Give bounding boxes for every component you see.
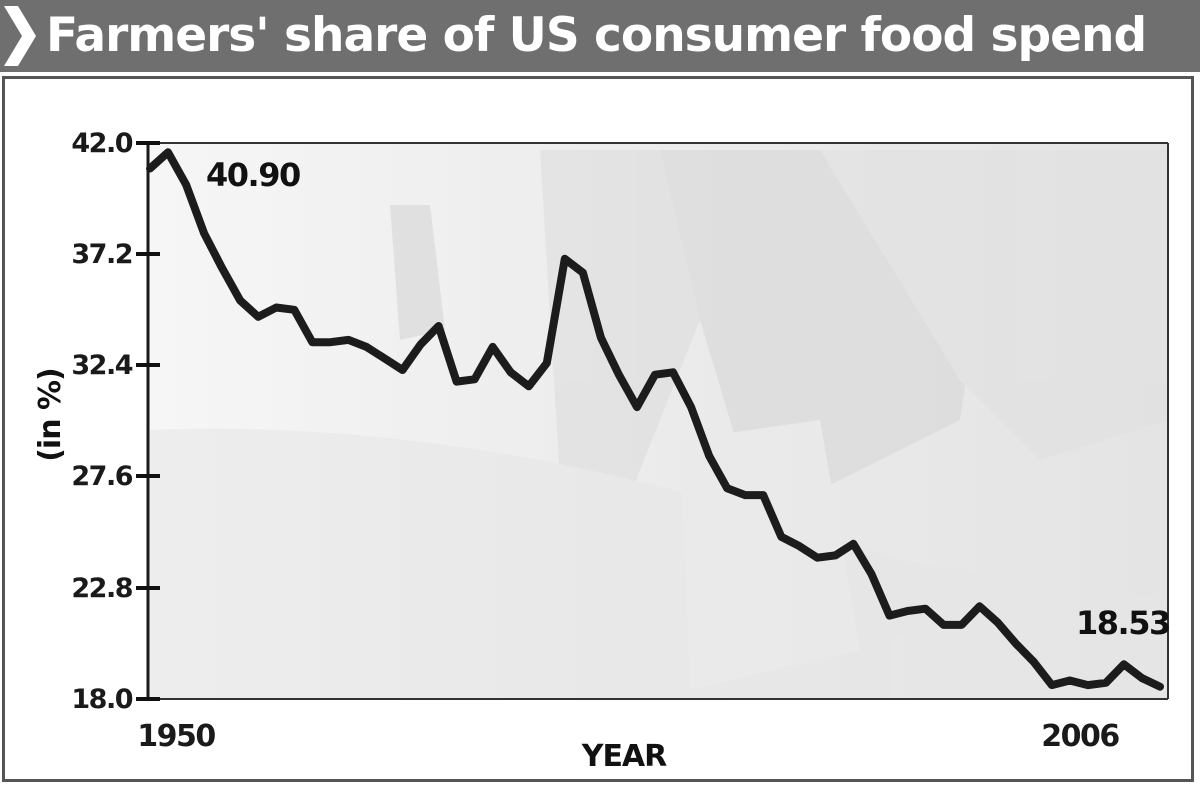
- data-point-1980: [687, 403, 695, 411]
- data-point-1996: [976, 602, 984, 610]
- data-point-1984: [759, 491, 767, 499]
- data-point-1952: [182, 181, 190, 189]
- data-point-1951: [164, 148, 172, 156]
- x-axis-title: YEAR: [581, 739, 667, 774]
- y-axis: 42.0 37.2 32.4 27.6 22.8 18.0: [71, 128, 160, 715]
- y-tick-label: 32.4: [71, 350, 132, 381]
- data-point-1999: [1030, 658, 1038, 666]
- y-axis-title: (in %): [33, 368, 68, 462]
- data-point-1971: [525, 382, 533, 390]
- data-point-1972: [543, 359, 551, 367]
- data-point-1977: [633, 403, 641, 411]
- data-point-1986: [795, 542, 803, 550]
- data-point-1994: [940, 621, 948, 629]
- data-point-2001: [1066, 677, 1074, 684]
- data-point-1993: [922, 605, 929, 613]
- data-point-1998: [1012, 639, 1020, 647]
- data-point-1961: [344, 336, 352, 344]
- y-tick-label: 22.8: [71, 573, 132, 604]
- title-banner: Farmers' share of US consumer food spend: [0, 0, 1200, 72]
- data-point-1981: [705, 452, 713, 460]
- data-point-1958: [290, 306, 298, 314]
- x-tick-label-2006: 2006: [1041, 719, 1119, 754]
- data-point-1995: [958, 621, 966, 629]
- data-point-1979: [669, 368, 677, 376]
- data-label-start: 40.90: [206, 156, 300, 194]
- chevron-right-icon: [4, 6, 36, 66]
- chart-title: Farmers' share of US consumer food spend: [46, 8, 1147, 63]
- series-points: [146, 148, 1164, 691]
- data-point-1967: [453, 378, 461, 386]
- y-tick-label: 18.0: [71, 684, 132, 715]
- data-point-1975: [597, 334, 605, 342]
- data-point-1989: [849, 540, 857, 548]
- data-point-2004: [1120, 660, 1128, 668]
- data-point-1964: [399, 366, 406, 374]
- data-point-1950: [146, 165, 154, 172]
- data-point-1982: [723, 484, 731, 492]
- data-point-1955: [236, 297, 244, 304]
- data-point-1966: [435, 322, 443, 330]
- data-point-1965: [417, 341, 424, 349]
- data-point-1992: [904, 607, 911, 615]
- y-tick-label: 42.0: [71, 128, 132, 159]
- data-point-1956: [254, 313, 262, 321]
- data-point-1959: [308, 338, 316, 346]
- data-point-1963: [381, 354, 388, 362]
- data-point-1970: [507, 368, 515, 376]
- data-point-2002: [1084, 681, 1092, 689]
- background-photo-shapes: [150, 150, 1168, 699]
- x-tick-label-1950: 1950: [137, 719, 215, 754]
- data-point-1987: [813, 554, 821, 562]
- data-point-1957: [272, 304, 280, 311]
- data-point-1973: [561, 255, 569, 263]
- y-tick-label: 27.6: [71, 461, 132, 492]
- data-point-2005: [1138, 674, 1146, 682]
- data-point-1969: [489, 343, 497, 351]
- data-label-end: 18.53: [1076, 604, 1170, 642]
- data-point-1985: [777, 533, 785, 541]
- data-point-1960: [326, 338, 334, 346]
- data-point-1997: [994, 619, 1002, 626]
- data-point-1974: [579, 269, 587, 277]
- data-point-2000: [1048, 681, 1056, 689]
- data-point-1990: [867, 570, 875, 578]
- data-point-1983: [741, 491, 749, 499]
- data-point-2003: [1102, 679, 1110, 687]
- data-point-1953: [200, 229, 208, 237]
- data-point-2006: [1156, 683, 1164, 691]
- data-point-1976: [615, 371, 623, 379]
- data-point-1978: [651, 371, 659, 379]
- y-tick-label: 37.2: [71, 239, 132, 270]
- data-point-1991: [886, 612, 893, 620]
- data-point-1962: [362, 343, 370, 351]
- data-point-1954: [218, 264, 226, 272]
- data-point-1968: [471, 375, 479, 383]
- data-point-1988: [831, 551, 839, 559]
